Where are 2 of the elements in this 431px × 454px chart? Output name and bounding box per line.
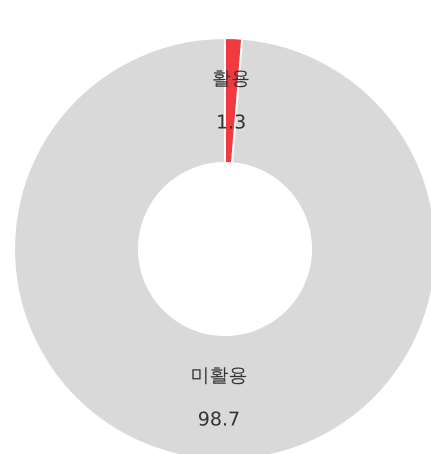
slice-label: 미활용 (190, 364, 248, 386)
data-label: 98.7 (198, 408, 240, 430)
